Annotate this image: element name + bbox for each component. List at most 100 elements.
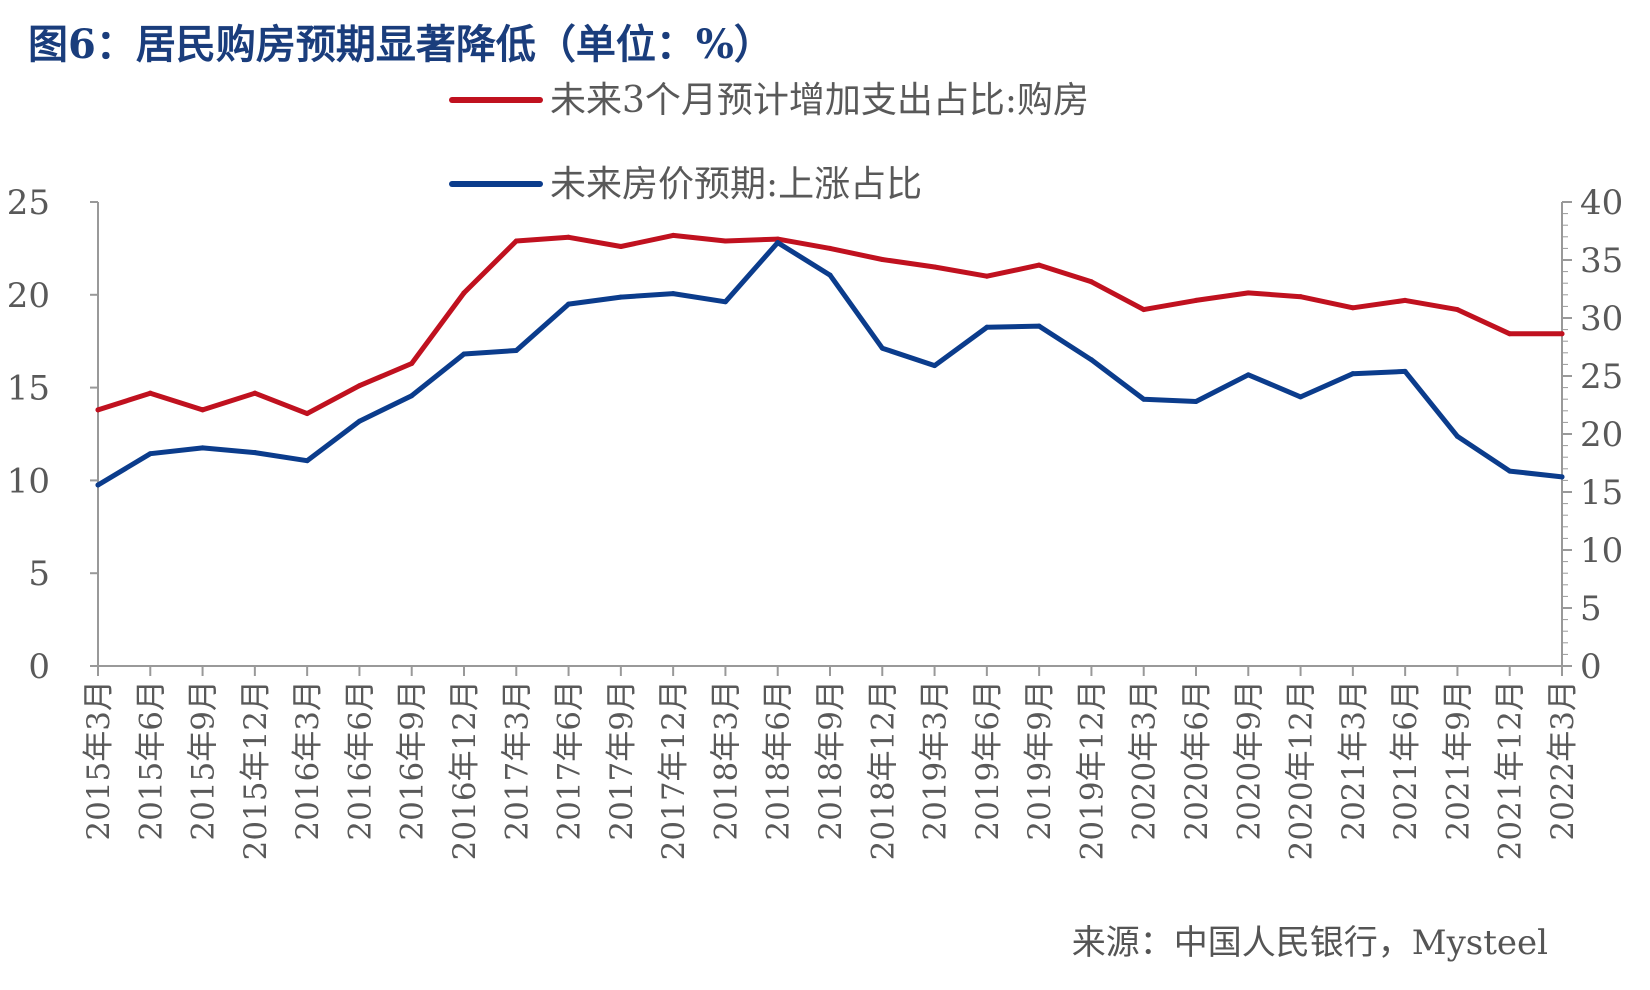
data-point [1454,433,1460,439]
data-point [1559,331,1565,337]
x-tick-label: 2021年12月 [1493,680,1529,860]
data-point [827,272,833,278]
axes: 0 5 10 15 20 25 0 5 10 15 20 25 30 35 40 2015年3月 2015年6月… [7,183,1624,860]
data-point [1402,368,1408,374]
data-point [879,345,885,351]
chart-title: 图6：居民购房预期显著降低（单位：%） [28,21,774,68]
data-point [670,232,676,238]
data-point [566,301,572,307]
x-tick-label: 2017年6月 [552,680,588,841]
data-point [1454,307,1460,313]
data-point [461,290,467,296]
data-point [1036,323,1042,329]
data-point [932,363,938,369]
right-tick-label: 35 [1580,241,1623,281]
data-point [304,411,310,417]
data-point [1036,262,1042,268]
data-point [618,244,624,250]
series-line-2 [95,240,1565,488]
x-tick-label: 2022年3月 [1545,680,1581,841]
x-tick-label: 2021年3月 [1336,680,1372,841]
x-tick-label: 2018年12月 [865,680,901,860]
data-point [1559,474,1565,480]
data-point [1350,305,1356,311]
x-tick-label: 2015年6月 [133,680,169,841]
data-point [1350,371,1356,377]
x-tick-label: 2016年3月 [290,680,326,841]
data-point [932,264,938,270]
right-tick-label: 30 [1580,299,1623,339]
x-tick-label: 2017年9月 [604,680,640,841]
right-tick-label: 10 [1580,531,1623,571]
data-point [1193,399,1199,405]
data-point [670,291,676,297]
data-point [775,240,781,246]
data-point [879,257,885,263]
data-point [461,351,467,357]
x-tick-label: 2018年6月 [761,680,797,841]
data-point [1193,297,1199,303]
x-tick-label: 2017年12月 [656,680,692,860]
data-point [984,273,990,279]
data-point [95,482,101,488]
x-tick-label: 2020年3月 [1127,680,1163,841]
x-tick-label: 2016年12月 [447,680,483,860]
x-tick-label: 2016年6月 [342,680,378,841]
data-point [356,383,362,389]
x-tick-label: 2019年12月 [1074,680,1110,860]
data-point [722,238,728,244]
series-lines [95,232,1565,488]
right-tick-label: 25 [1580,357,1623,397]
data-point [1507,331,1513,337]
left-tick-label: 10 [7,461,50,501]
x-tick-label: 2019年9月 [1022,680,1058,841]
data-point [1141,307,1147,313]
data-point [1245,290,1251,296]
data-point [1088,279,1094,285]
right-tick-label: 5 [1580,589,1602,629]
data-point [1298,294,1304,300]
x-tick-label: 2018年9月 [813,680,849,841]
data-point [1507,468,1513,474]
right-tick-label: 15 [1580,473,1623,513]
left-tick-label: 5 [28,554,50,594]
x-tick-label: 2019年6月 [970,680,1006,841]
data-point [304,458,310,464]
right-tick-label: 0 [1580,647,1602,687]
data-point [200,407,206,413]
left-tick-label: 0 [28,647,50,687]
data-point [1245,372,1251,378]
source-note: 来源：中国人民银行，Mysteel [1071,923,1548,963]
x-tick-label: 2018年3月 [708,680,744,841]
right-tick-label: 20 [1580,415,1623,455]
data-point [618,294,624,300]
data-point [200,445,206,451]
data-point [356,418,362,424]
data-point [1141,396,1147,402]
data-point [722,299,728,305]
data-point [984,324,990,330]
x-tick-label: 2021年9月 [1440,680,1476,841]
data-point [1088,357,1094,363]
data-point [147,451,153,457]
left-tick-label: 15 [7,369,50,409]
data-point [1298,394,1304,400]
x-tick-label: 2021年6月 [1388,680,1424,841]
right-tick-label: 40 [1580,183,1623,223]
x-tick-label: 2020年12月 [1284,680,1320,860]
data-point [566,234,572,240]
data-point [513,347,519,353]
series-line-1 [95,232,1565,417]
x-tick-label: 2017年3月 [499,680,535,841]
data-point [95,407,101,413]
data-point [147,390,153,396]
left-tick-label: 25 [7,183,50,223]
x-tick-label: 2020年9月 [1231,680,1267,841]
legend-label-1: 未来3个月预计增加支出占比:购房 [550,80,1089,121]
data-point [1402,297,1408,303]
data-point [775,236,781,242]
legend-label-2: 未来房价预期:上涨占比 [550,164,922,205]
data-point [252,390,258,396]
